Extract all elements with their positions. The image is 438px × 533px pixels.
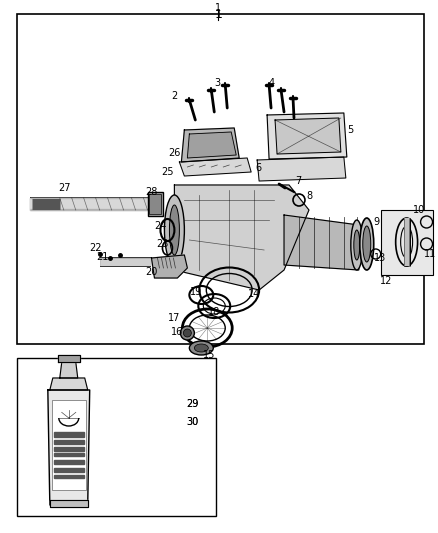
Polygon shape [50,378,88,390]
Polygon shape [54,460,84,464]
Polygon shape [30,198,148,210]
Polygon shape [152,255,187,278]
Polygon shape [50,500,88,507]
Polygon shape [181,128,239,162]
Polygon shape [54,475,84,478]
Bar [17,14,424,344]
Text: 22: 22 [89,243,102,253]
Ellipse shape [170,205,180,255]
Text: 1: 1 [215,3,221,13]
Ellipse shape [164,195,184,265]
Text: 26: 26 [168,148,180,158]
Ellipse shape [360,218,374,270]
Circle shape [180,326,194,340]
Polygon shape [60,362,78,378]
Text: 20: 20 [145,267,158,277]
Polygon shape [257,157,346,181]
Text: 6: 6 [255,163,261,173]
Polygon shape [48,390,90,505]
Polygon shape [54,468,84,472]
Text: 7: 7 [295,176,301,186]
Text: 19: 19 [190,287,202,297]
Bar [381,210,433,275]
Polygon shape [58,355,80,362]
Text: 24: 24 [154,221,166,231]
Ellipse shape [363,226,371,262]
Bar [149,194,162,214]
Bar [17,358,216,516]
Bar [52,400,86,490]
Text: 30: 30 [186,417,198,427]
Text: 29: 29 [186,399,198,409]
Polygon shape [54,453,84,456]
Bar [148,192,163,216]
Polygon shape [180,158,251,176]
Polygon shape [54,440,84,444]
Text: 28: 28 [145,187,158,197]
Text: 16: 16 [171,327,184,337]
Text: 17: 17 [168,313,180,323]
Text: 9: 9 [374,217,380,227]
Ellipse shape [189,341,213,355]
Polygon shape [30,198,148,210]
Polygon shape [54,432,84,437]
Text: 10: 10 [413,205,425,215]
Text: 12: 12 [379,276,392,286]
Polygon shape [275,118,341,154]
Text: 2: 2 [171,91,177,101]
Text: 14: 14 [248,289,260,299]
Polygon shape [267,113,347,159]
Text: 25: 25 [161,167,174,177]
Text: 29: 29 [186,399,198,409]
Polygon shape [54,447,84,451]
Text: 3: 3 [214,78,220,88]
Text: 27: 27 [59,183,71,193]
Text: 30: 30 [186,417,198,427]
Text: 8: 8 [306,191,312,201]
Polygon shape [187,132,236,158]
Text: 4: 4 [269,78,275,88]
Ellipse shape [354,230,360,260]
Polygon shape [174,185,309,290]
Ellipse shape [194,344,208,352]
Text: 23: 23 [156,239,169,249]
Text: 5: 5 [347,125,353,135]
Text: 15: 15 [203,350,215,360]
Circle shape [184,329,191,337]
Text: 1: 1 [214,8,222,21]
Polygon shape [284,215,359,270]
Text: 21: 21 [96,252,109,262]
Text: 11: 11 [424,249,437,259]
Ellipse shape [351,220,363,270]
Text: 18: 18 [208,307,220,317]
Text: 13: 13 [374,253,386,263]
